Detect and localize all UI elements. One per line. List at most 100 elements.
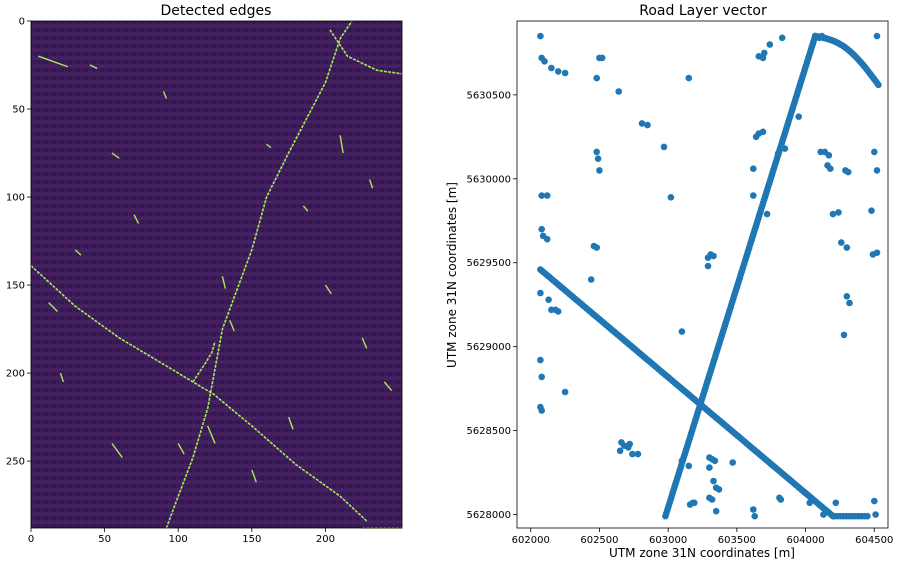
scatter-point (868, 207, 875, 214)
scatter-point (538, 373, 545, 381)
scatter-point (752, 133, 760, 141)
scatter-y-axis-label: UTM zone 31N coordinates [m] (445, 182, 459, 368)
scatter-point (871, 148, 878, 156)
y-tick-label: 5628000 (466, 510, 511, 521)
edge-fragment (38, 55, 69, 68)
x-tick-label: 604500 (855, 535, 893, 546)
scatter-point (750, 165, 757, 172)
scatter-point (751, 512, 758, 520)
edge-fragment (287, 416, 294, 430)
edges-x-ticks: 0 50 100 150 200 (28, 528, 335, 545)
scatter-point (548, 64, 555, 72)
scatter-point (710, 252, 717, 260)
scatter-x-ticks: 602000 602500 603000 603500 604000 604500 (512, 528, 893, 546)
scatter-point (618, 439, 625, 446)
y-tick-label: 150 (6, 281, 25, 292)
edge-fragment (111, 443, 123, 458)
scatter-point (554, 68, 562, 75)
scatter-point (561, 69, 569, 77)
scatter-point (626, 440, 633, 448)
scatter-point (706, 464, 713, 471)
scatter-point (829, 210, 837, 218)
edge-fragment (368, 179, 374, 189)
edge-line-upper-right-road (329, 29, 403, 75)
scatter-point (711, 457, 719, 465)
scatter-point (537, 356, 544, 364)
scatter-point (750, 192, 757, 199)
edge-fragment (74, 249, 82, 256)
scatter-point (781, 145, 789, 152)
edges-y-ticks: 0 50 100 150 200 250 (6, 17, 31, 468)
edge-fragment (48, 302, 58, 312)
edge-fragment (361, 337, 368, 349)
scatter-point (667, 194, 675, 201)
scatter-point (761, 49, 768, 57)
edge-fragment (59, 372, 65, 383)
road-point-upper-right-road (875, 81, 882, 89)
scatter-point (840, 331, 848, 339)
left-chart-title: Detected edges (161, 3, 272, 19)
scatter-point (678, 457, 686, 465)
edges-plot-area (30, 20, 403, 529)
scatter-point (838, 239, 845, 246)
scatter-point (629, 450, 636, 458)
road-point-bottom-segment (864, 512, 871, 520)
edge-fragment (177, 443, 185, 455)
edges-panel: Detected edges 0 50 100 150 200 0 50 100 150 200… (6, 3, 403, 545)
scatter-point (638, 120, 646, 127)
scatter-point (871, 497, 878, 505)
scatter-point (818, 32, 826, 40)
edge-fragment (383, 381, 393, 392)
scatter-point (538, 192, 545, 199)
scatter-point (778, 34, 786, 42)
edges-image-frame (30, 20, 403, 529)
scatter-plot-area (537, 32, 882, 520)
scatter-plot-frame (516, 20, 889, 529)
edge-fragment (302, 205, 309, 212)
scatter-y-ticks: 5628000 5628500 5629000 5629500 5630000 56305… (466, 90, 517, 521)
scatter-point (759, 54, 767, 62)
edge-fragment (266, 143, 272, 149)
edge-fragment (89, 64, 98, 70)
scatter-point (596, 167, 603, 174)
scatter-point (843, 293, 851, 300)
right-chart-title: Road Layer vector (639, 3, 767, 19)
x-tick-label: 602500 (580, 535, 618, 546)
scatter-x-axis-label: UTM zone 31N coordinates [m] (609, 546, 795, 560)
scatter-point (538, 225, 545, 233)
scatter-plot-frame-bg (517, 21, 888, 528)
scatter-point (594, 155, 602, 162)
scatter-point (763, 210, 771, 218)
scatter-point (795, 113, 802, 120)
scatter-point (644, 121, 651, 129)
x-tick-label: 50 (98, 534, 111, 545)
edge-fragment (221, 276, 227, 289)
scatter-point (678, 328, 686, 335)
scatter-point (873, 32, 881, 40)
scatter-point (835, 209, 842, 216)
edge-fragment (162, 91, 168, 99)
scatter-point (872, 511, 879, 518)
y-tick-label: 5628500 (466, 426, 511, 437)
scatter-point (543, 235, 551, 243)
scatter-point (766, 41, 774, 48)
x-tick-label: 150 (242, 534, 261, 545)
scatter-point (538, 407, 545, 414)
scatter-point (820, 511, 827, 518)
edge-line-short-branch (192, 341, 216, 383)
x-tick-label: 602000 (512, 535, 550, 546)
scatter-point (827, 165, 834, 172)
scatter-point (710, 477, 717, 485)
scatter-point (729, 459, 736, 466)
edge-fragment (207, 425, 216, 444)
edge-fragment (133, 214, 140, 224)
x-tick-label: 604000 (786, 535, 824, 546)
scatter-point (554, 308, 562, 315)
scatter-point (691, 499, 698, 507)
scatter-point (587, 276, 595, 283)
scatter-point (593, 74, 600, 82)
scatter-point (873, 167, 881, 174)
scatter-point (685, 74, 693, 82)
scatter-point (843, 244, 851, 251)
